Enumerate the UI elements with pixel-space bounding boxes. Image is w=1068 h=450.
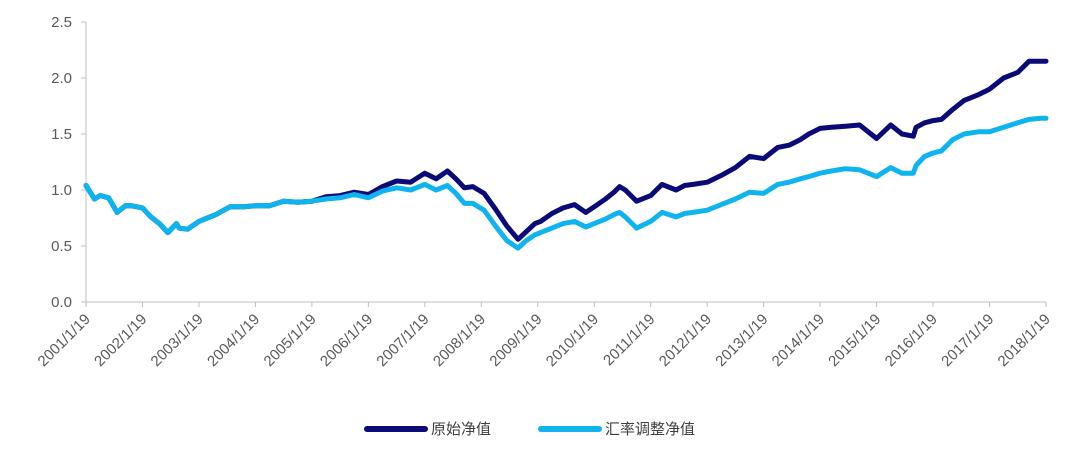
y-tick-label: 1.0 [51, 182, 72, 199]
axes: 0.0 0.5 1.0 1.5 2.0 2.5 2001/1/192002/1/192003… [35, 14, 1054, 370]
series-line-1 [83, 58, 1049, 242]
x-tick-label: 2004/1/19 [204, 311, 263, 370]
x-tick-label: 2016/1/19 [882, 311, 941, 370]
series-layer [83, 58, 1049, 251]
x-tick-label: 2015/1/19 [825, 311, 884, 370]
x-tick-label: 2005/1/19 [261, 311, 320, 370]
x-tick-label: 2012/1/19 [656, 311, 715, 370]
y-tick-label: 0.5 [51, 238, 72, 255]
y-tick-label: 1.5 [51, 126, 72, 143]
y-tick-label: 2.0 [51, 70, 72, 87]
x-tick-label: 2003/1/19 [148, 311, 207, 370]
x-tick-label: 2013/1/19 [712, 311, 771, 370]
x-tick-label: 2009/1/19 [486, 311, 545, 370]
x-tick-label: 2014/1/19 [769, 311, 828, 370]
x-tick-label: 2007/1/19 [373, 311, 432, 370]
legend-label-2: 汇率调整净值 [605, 420, 695, 438]
x-tick-label: 2008/1/19 [430, 311, 489, 370]
x-tick-label: 2006/1/19 [317, 311, 376, 370]
x-tick-label: 2001/1/19 [35, 311, 94, 370]
y-tick-label: 2.5 [51, 14, 72, 31]
legend-label-1: 原始净值 [431, 420, 491, 438]
x-tick-label: 2010/1/19 [543, 311, 602, 370]
x-tick-label: 2018/1/19 [995, 311, 1054, 370]
legend: 原始净值 汇率调整净值 [364, 420, 695, 438]
x-tick-label: 2002/1/19 [91, 311, 150, 370]
x-tick-label: 2017/1/19 [938, 311, 997, 370]
x-tick-label: 2011/1/19 [600, 311, 658, 369]
y-tick-label: 0.0 [51, 294, 72, 311]
series-line-2 [83, 115, 1049, 251]
